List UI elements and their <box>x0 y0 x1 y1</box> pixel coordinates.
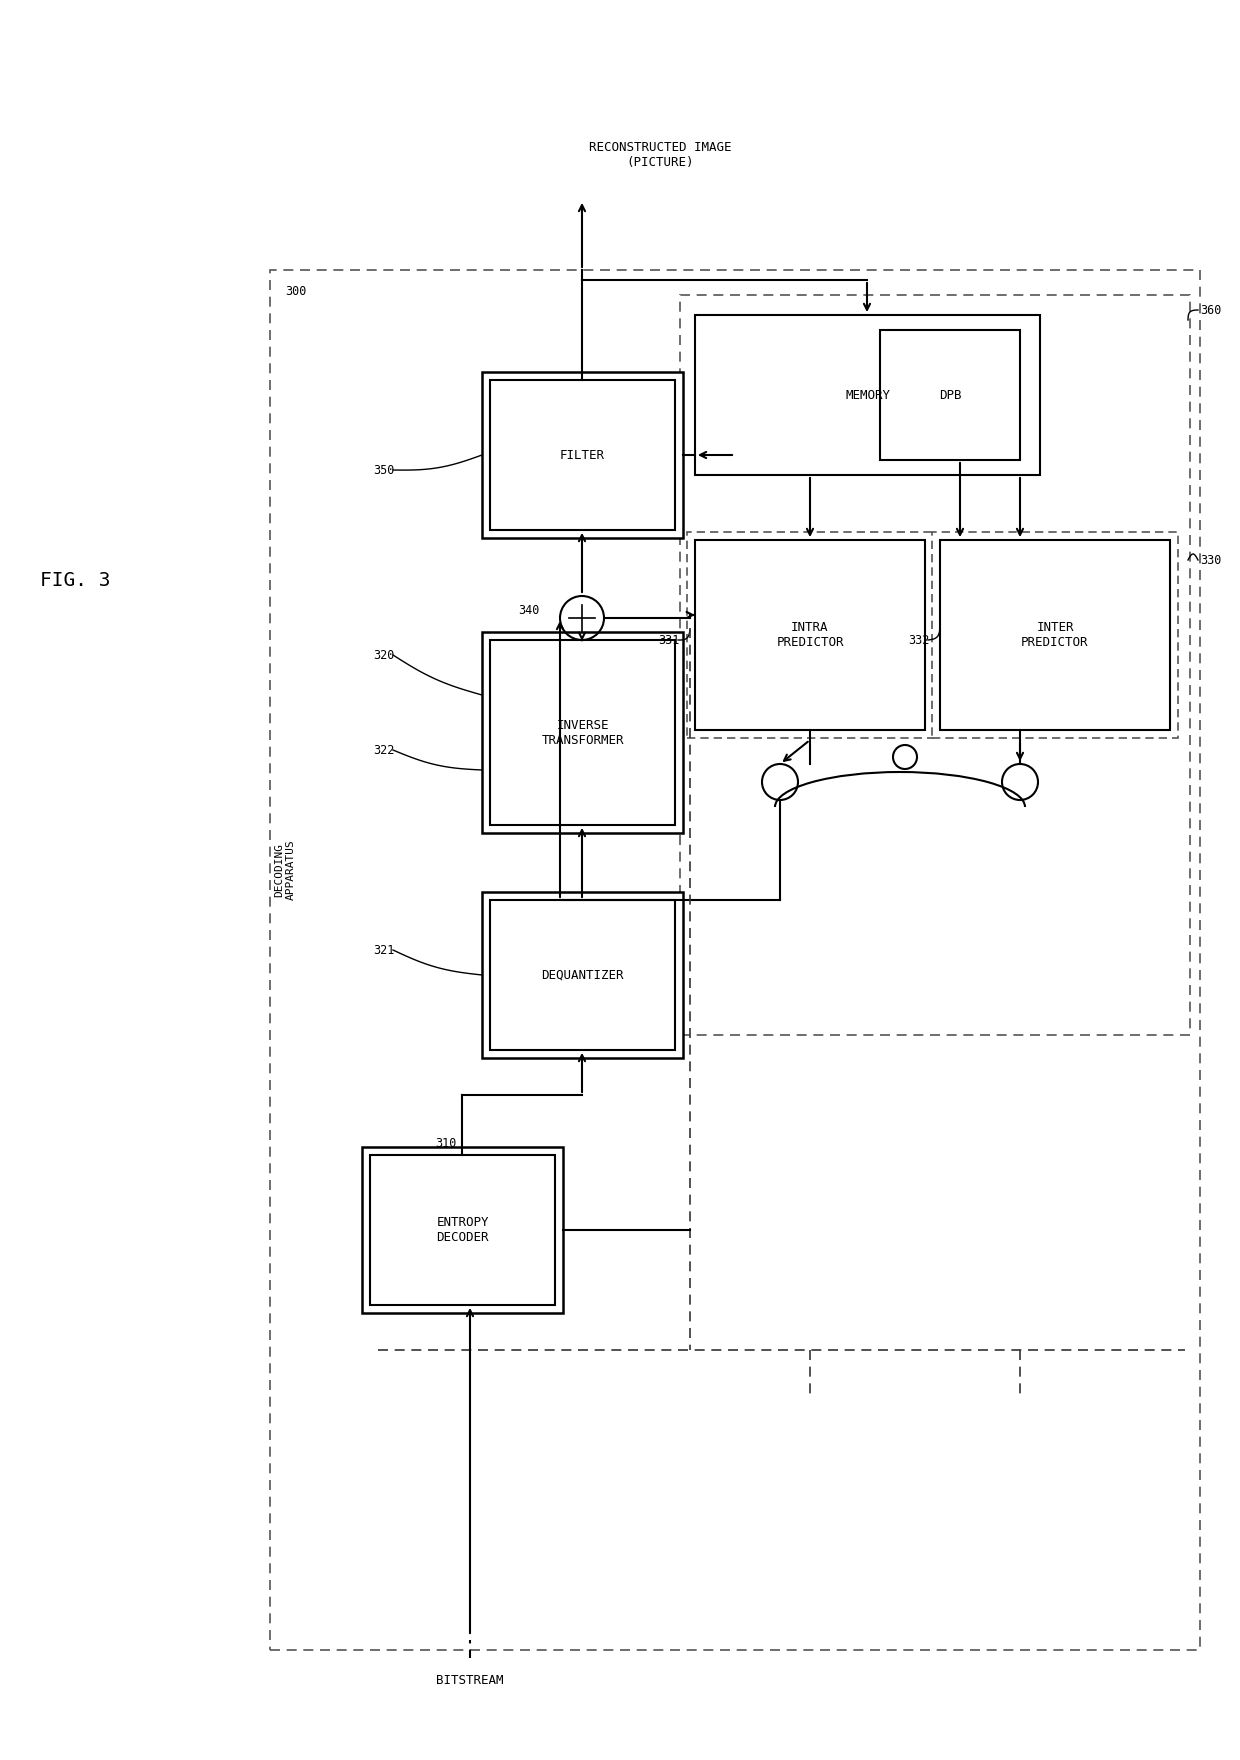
Bar <box>482 892 683 1058</box>
Text: 322: 322 <box>373 743 396 757</box>
Bar <box>490 380 675 530</box>
Text: 340: 340 <box>518 604 539 616</box>
Bar <box>680 296 1190 1035</box>
Text: FIG. 3: FIG. 3 <box>40 570 110 590</box>
Bar <box>694 315 1040 475</box>
Text: INTER
PREDICTOR: INTER PREDICTOR <box>1022 621 1089 649</box>
Bar <box>362 1148 563 1313</box>
Text: INVERSE
TRANSFORMER: INVERSE TRANSFORMER <box>541 718 624 746</box>
Text: RECONSTRUCTED IMAGE
(PICTURE): RECONSTRUCTED IMAGE (PICTURE) <box>589 141 732 169</box>
Text: 350: 350 <box>373 463 396 477</box>
Bar <box>482 632 683 832</box>
Text: DEQUANTIZER: DEQUANTIZER <box>541 968 624 982</box>
Text: BITSTREAM: BITSTREAM <box>436 1674 503 1686</box>
Bar <box>687 532 932 737</box>
Text: 360: 360 <box>1200 303 1221 317</box>
Bar <box>940 540 1171 730</box>
Text: 310: 310 <box>435 1137 456 1149</box>
Text: 321: 321 <box>373 943 396 956</box>
Text: DPB: DPB <box>939 389 961 401</box>
Text: 332: 332 <box>909 634 930 646</box>
Text: 320: 320 <box>373 648 396 662</box>
Text: 330: 330 <box>1200 553 1221 567</box>
Text: 331: 331 <box>658 634 680 646</box>
Text: 300: 300 <box>285 285 306 297</box>
Bar <box>270 269 1200 1651</box>
Bar <box>932 532 1178 737</box>
Bar <box>490 899 675 1051</box>
Text: MEMORY: MEMORY <box>844 389 890 401</box>
Text: INTRA
PREDICTOR: INTRA PREDICTOR <box>776 621 843 649</box>
Bar <box>482 371 683 539</box>
Bar <box>694 540 925 730</box>
Text: ENTROPY
DECODER: ENTROPY DECODER <box>436 1216 489 1244</box>
Text: DECODING
APPARATUS: DECODING APPARATUS <box>274 840 296 901</box>
Bar <box>880 331 1021 459</box>
Bar <box>490 641 675 825</box>
Text: FILTER: FILTER <box>560 449 605 461</box>
Bar <box>370 1155 556 1304</box>
